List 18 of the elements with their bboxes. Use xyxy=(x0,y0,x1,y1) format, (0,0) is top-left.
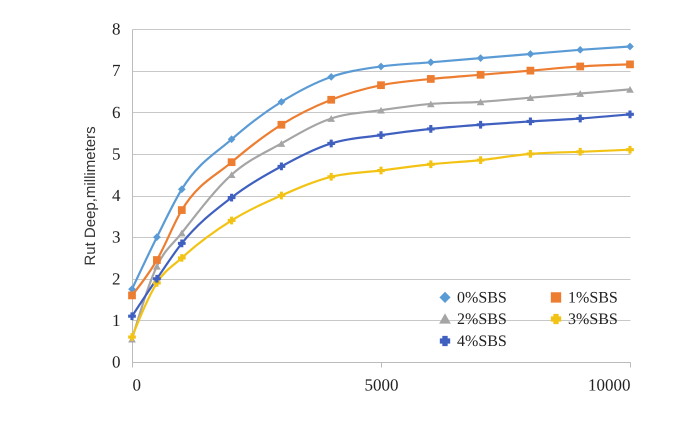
x-tick-label: 0 xyxy=(132,376,141,394)
x-tick-label: 10000 xyxy=(588,376,630,394)
legend-label: 0%SBS xyxy=(457,289,507,306)
legend-label: 1%SBS xyxy=(568,289,618,306)
y-tick-label: 6 xyxy=(112,102,120,122)
y-tick-label: 7 xyxy=(112,61,121,80)
y-tick-label: 2 xyxy=(112,269,120,288)
y-tick-label: 8 xyxy=(112,20,120,38)
y-tick-label: 5 xyxy=(112,144,120,164)
y-tick-label: 0 xyxy=(112,352,120,372)
y-axis-title: Rut Deep,millimeters xyxy=(82,126,99,266)
legend-label: 4%SBS xyxy=(457,333,507,350)
legend-label: 3%SBS xyxy=(568,311,618,328)
x-tick-label: 5000 xyxy=(364,376,398,394)
y-tick-label: 4 xyxy=(112,186,121,205)
legend-label: 2%SBS xyxy=(457,311,507,328)
y-tick-label: 3 xyxy=(112,228,120,247)
y-tick-label: 1 xyxy=(112,310,120,330)
